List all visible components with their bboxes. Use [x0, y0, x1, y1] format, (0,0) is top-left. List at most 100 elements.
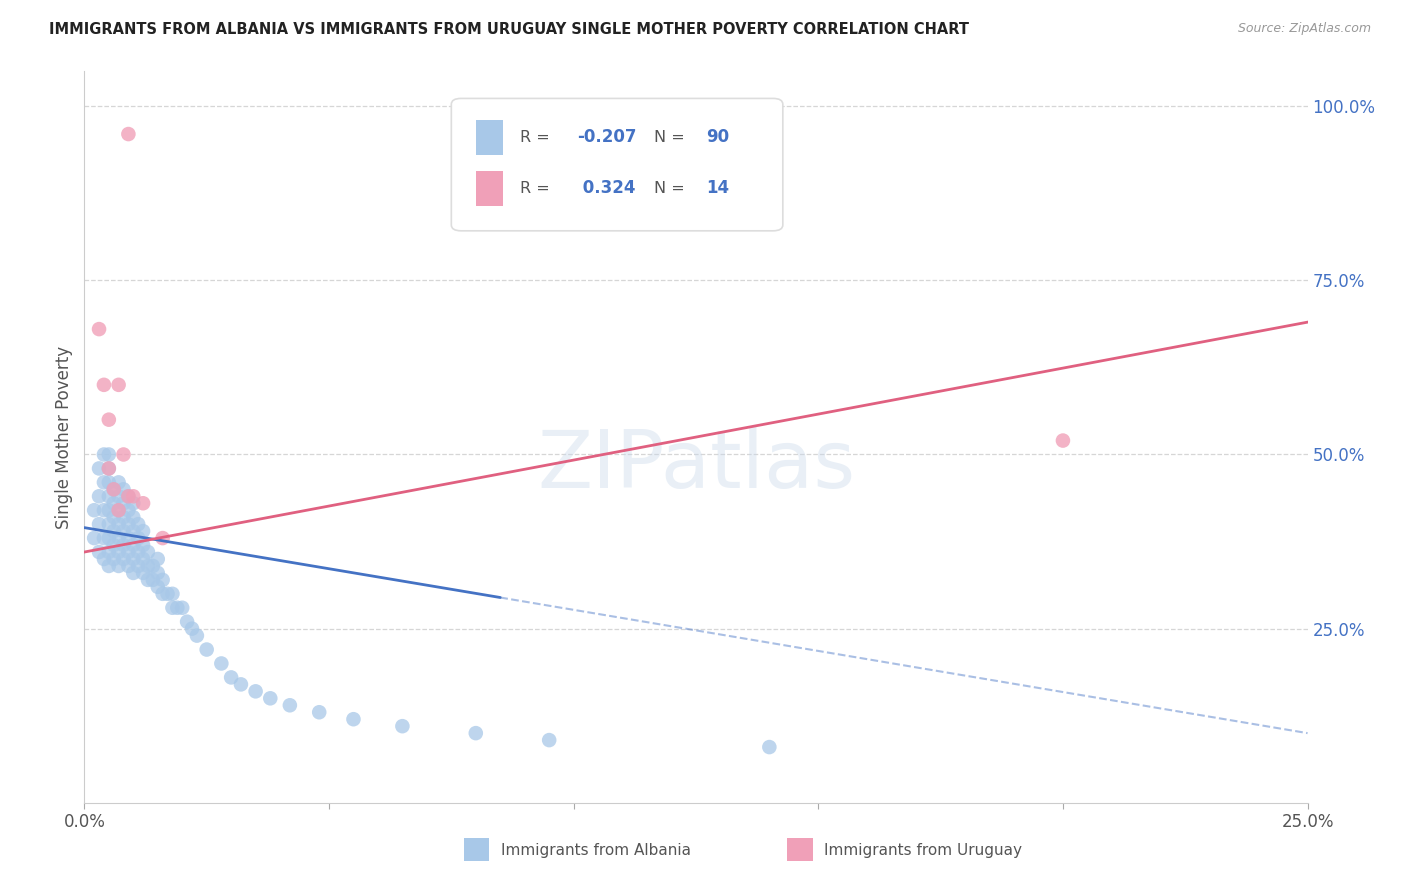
Point — [122, 489, 145, 503]
Point — [146, 580, 169, 594]
Point — [132, 566, 155, 580]
Text: 90: 90 — [706, 128, 728, 146]
Point — [136, 558, 159, 573]
Point — [219, 670, 242, 684]
Point — [162, 600, 184, 615]
Text: N =: N = — [654, 181, 690, 196]
Text: R =: R = — [520, 181, 555, 196]
Point — [181, 622, 204, 636]
Point — [127, 545, 149, 559]
Point — [97, 412, 120, 426]
Point — [117, 558, 139, 573]
Point — [117, 127, 139, 141]
Point — [127, 558, 149, 573]
Point — [112, 496, 135, 510]
Point — [117, 489, 139, 503]
Point — [152, 531, 174, 545]
Point — [245, 684, 267, 698]
Text: Immigrants from Albania: Immigrants from Albania — [501, 843, 690, 857]
Point — [97, 517, 120, 532]
Point — [259, 691, 281, 706]
Point — [97, 461, 120, 475]
Point — [136, 545, 159, 559]
Point — [152, 587, 174, 601]
Point — [112, 448, 135, 462]
Point — [127, 517, 149, 532]
Point — [117, 489, 139, 503]
Point — [142, 558, 165, 573]
Point — [97, 461, 120, 475]
Text: 0.324: 0.324 — [578, 179, 636, 197]
Point — [97, 545, 120, 559]
Point — [103, 483, 125, 497]
Point — [186, 629, 208, 643]
Point — [93, 475, 115, 490]
Point — [103, 524, 125, 538]
Point — [176, 615, 198, 629]
Point — [93, 503, 115, 517]
Point — [107, 503, 129, 517]
Point — [103, 510, 125, 524]
Point — [758, 740, 780, 755]
Point — [93, 552, 115, 566]
Point — [209, 657, 232, 671]
Point — [1052, 434, 1074, 448]
Point — [87, 489, 110, 503]
Text: -0.207: -0.207 — [578, 128, 637, 146]
Point — [132, 552, 155, 566]
Point — [107, 531, 129, 545]
Point — [308, 705, 330, 719]
Point — [112, 510, 135, 524]
Point — [342, 712, 364, 726]
Point — [97, 531, 120, 545]
Text: R =: R = — [520, 129, 555, 145]
Point — [122, 538, 145, 552]
Point — [87, 461, 110, 475]
Point — [97, 475, 120, 490]
Point — [156, 587, 179, 601]
Point — [162, 587, 184, 601]
Point — [122, 510, 145, 524]
Bar — [475, 171, 503, 206]
Point — [107, 489, 129, 503]
Point — [132, 538, 155, 552]
Point — [132, 524, 155, 538]
Point — [136, 573, 159, 587]
Text: Immigrants from Uruguay: Immigrants from Uruguay — [824, 843, 1022, 857]
Text: 14: 14 — [706, 179, 728, 197]
Point — [278, 698, 301, 713]
Point — [146, 566, 169, 580]
Point — [103, 552, 125, 566]
Point — [391, 719, 413, 733]
Point — [87, 322, 110, 336]
Point — [112, 483, 135, 497]
Text: IMMIGRANTS FROM ALBANIA VS IMMIGRANTS FROM URUGUAY SINGLE MOTHER POVERTY CORRELA: IMMIGRANTS FROM ALBANIA VS IMMIGRANTS FR… — [49, 22, 969, 37]
Point — [122, 552, 145, 566]
Point — [117, 517, 139, 532]
Text: ZIPatlas: ZIPatlas — [537, 427, 855, 506]
Point — [87, 545, 110, 559]
Point — [166, 600, 188, 615]
Text: Source: ZipAtlas.com: Source: ZipAtlas.com — [1237, 22, 1371, 36]
Point — [93, 448, 115, 462]
Point — [112, 538, 135, 552]
Point — [127, 531, 149, 545]
Point — [107, 475, 129, 490]
Point — [93, 377, 115, 392]
FancyBboxPatch shape — [451, 98, 783, 231]
Text: N =: N = — [654, 129, 690, 145]
Point — [117, 531, 139, 545]
Point — [117, 545, 139, 559]
Point — [103, 496, 125, 510]
Point — [122, 566, 145, 580]
Y-axis label: Single Mother Poverty: Single Mother Poverty — [55, 345, 73, 529]
Point — [107, 503, 129, 517]
Point — [172, 600, 194, 615]
Point — [142, 573, 165, 587]
Point — [83, 531, 105, 545]
Point — [464, 726, 486, 740]
Point — [97, 448, 120, 462]
Point — [107, 545, 129, 559]
Point — [87, 517, 110, 532]
Point — [122, 524, 145, 538]
